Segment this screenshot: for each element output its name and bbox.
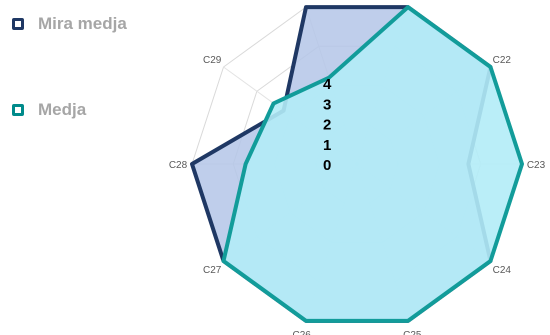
axis-label-c27: C27 <box>203 265 222 276</box>
tick-label-1: 1 <box>323 137 331 154</box>
tick-label-3: 3 <box>323 96 331 113</box>
tick-label-0: 0 <box>323 157 331 174</box>
axis-label-c29: C29 <box>203 55 222 66</box>
axis-label-c26: C26 <box>293 330 312 335</box>
tick-label-2: 2 <box>323 117 331 134</box>
legend-label-mira-medja: Mira medja <box>38 14 127 33</box>
legend-swatch-medja <box>12 104 24 116</box>
tick-label-4: 4 <box>323 76 332 93</box>
axis-label-c28: C28 <box>169 160 188 171</box>
axis-label-c24: C24 <box>493 265 512 276</box>
legend-item-medja: Medja <box>12 100 86 120</box>
axis-label-c22: C22 <box>493 55 512 66</box>
legend-swatch-mira-medja <box>12 18 24 30</box>
axis-label-c25: C25 <box>403 330 422 335</box>
axis-label-c30: C30 <box>293 0 312 1</box>
axis-label-c23: C23 <box>527 160 546 171</box>
legend: Mira medja Medja <box>0 0 170 335</box>
axis-label-c21: C21 <box>403 0 422 1</box>
series-area-medja <box>221 5 524 323</box>
legend-item-mira-medja: Mira medja <box>12 14 127 34</box>
legend-label-medja: Medja <box>38 100 87 119</box>
